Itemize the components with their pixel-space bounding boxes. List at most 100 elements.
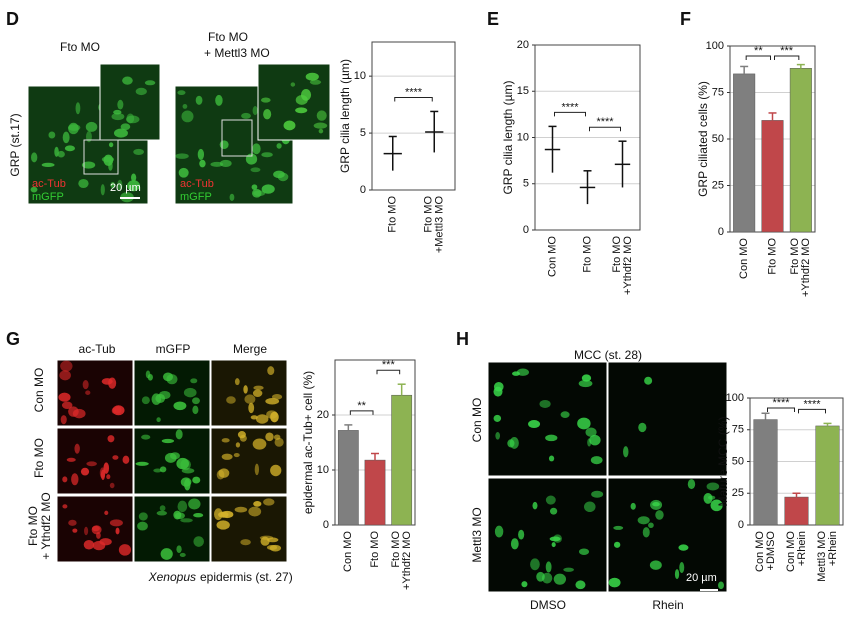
image-spot xyxy=(84,526,89,536)
significance-bracket xyxy=(554,111,586,117)
image-spot xyxy=(176,545,182,554)
inset-box xyxy=(83,139,119,175)
bar xyxy=(364,459,386,526)
image-spot xyxy=(637,516,650,525)
image-spot xyxy=(109,519,123,527)
bar xyxy=(733,73,756,233)
row-label: + Ythdf2 MO xyxy=(39,492,53,559)
bar xyxy=(337,430,359,526)
image-spot xyxy=(250,415,258,420)
image-spot xyxy=(248,506,262,517)
micrograph xyxy=(99,63,161,141)
image-spot xyxy=(85,121,98,132)
image-spot xyxy=(241,112,251,119)
image-spot xyxy=(229,193,235,201)
image-spot xyxy=(62,504,68,509)
image-spot xyxy=(57,150,65,158)
y-tick-label: 25 xyxy=(732,487,744,499)
image-spot xyxy=(226,396,236,404)
image-spot xyxy=(60,360,73,372)
image-spot xyxy=(83,540,95,550)
image-spot xyxy=(131,173,137,182)
y-tick-label: 100 xyxy=(706,40,724,52)
image-spot xyxy=(674,569,680,580)
image-spot xyxy=(120,123,131,131)
image-spot xyxy=(85,131,92,143)
stain-label: mGFP xyxy=(180,191,212,203)
x-tick-label: +DMSO xyxy=(765,531,777,571)
x-tick-label: Fto MO xyxy=(369,531,381,568)
image-spot xyxy=(575,580,586,590)
stain-label: ac-Tub xyxy=(32,178,66,190)
x-tick-label: Fto MO xyxy=(387,196,399,233)
image-spot xyxy=(59,370,71,381)
image-spot xyxy=(270,464,282,477)
image-spot xyxy=(190,378,198,384)
y-axis-label: Mature MCC (%) xyxy=(716,416,730,506)
image-spot xyxy=(578,379,593,388)
significance-bracket xyxy=(767,407,795,412)
image-spot xyxy=(290,82,296,87)
image-spot xyxy=(679,562,685,574)
image-spot xyxy=(283,120,296,131)
x-tick-label: Fto MO xyxy=(789,238,801,275)
image-spot xyxy=(164,452,177,463)
y-tick-label: 0 xyxy=(738,519,744,531)
image-spot xyxy=(100,184,105,196)
x-tick-label: Con MO xyxy=(738,238,750,279)
image-spot xyxy=(41,162,55,168)
image-spot xyxy=(117,179,123,191)
significance-label: *** xyxy=(382,359,396,371)
image-spot xyxy=(263,109,272,120)
image-spot xyxy=(175,429,183,440)
x-tick-label: Fto MO xyxy=(766,238,778,275)
image-spot xyxy=(183,387,197,398)
image-spot xyxy=(532,501,538,510)
panel-letter: D xyxy=(6,9,19,29)
image-spot xyxy=(553,573,567,585)
image-spot xyxy=(545,434,558,442)
image-spot xyxy=(192,476,201,484)
image-spot xyxy=(252,143,261,155)
image-spot xyxy=(137,521,148,531)
inset-box xyxy=(221,119,253,157)
image-spot xyxy=(589,434,601,446)
bar xyxy=(753,419,778,526)
image-spot xyxy=(156,510,168,516)
significance-label: **** xyxy=(596,116,614,128)
image-spot xyxy=(655,510,664,520)
image-spot xyxy=(126,113,135,124)
image-spot xyxy=(253,385,264,391)
image-spot xyxy=(267,366,275,376)
image-spot xyxy=(316,110,327,121)
image-spot xyxy=(112,455,119,460)
micrograph xyxy=(607,361,728,477)
image-spot xyxy=(111,407,117,414)
image-spot xyxy=(706,482,720,491)
image-spot xyxy=(218,468,230,478)
image-spot xyxy=(144,80,156,86)
row-label: Fto MO xyxy=(32,438,46,478)
image-spot xyxy=(260,536,270,546)
image-spot xyxy=(66,457,76,462)
image-spot xyxy=(591,490,604,498)
image-spot xyxy=(234,378,240,386)
image-spot xyxy=(244,394,256,404)
y-axis-label: GRP cilia length (µm) xyxy=(338,59,352,173)
bar xyxy=(391,394,413,526)
image-spot xyxy=(159,466,167,473)
image-spot xyxy=(104,510,109,516)
image-spot xyxy=(703,492,713,504)
y-tick-label: 20 xyxy=(517,39,529,51)
micrograph xyxy=(133,359,211,427)
column-label: DMSO xyxy=(530,598,566,612)
image-spot xyxy=(188,498,201,510)
image-spot xyxy=(560,411,570,418)
image-spot xyxy=(528,420,541,429)
image-spot xyxy=(267,537,279,543)
y-tick-label: 10 xyxy=(354,70,366,82)
bar xyxy=(815,425,840,526)
image-spot xyxy=(30,186,38,193)
image-spot xyxy=(118,544,132,556)
